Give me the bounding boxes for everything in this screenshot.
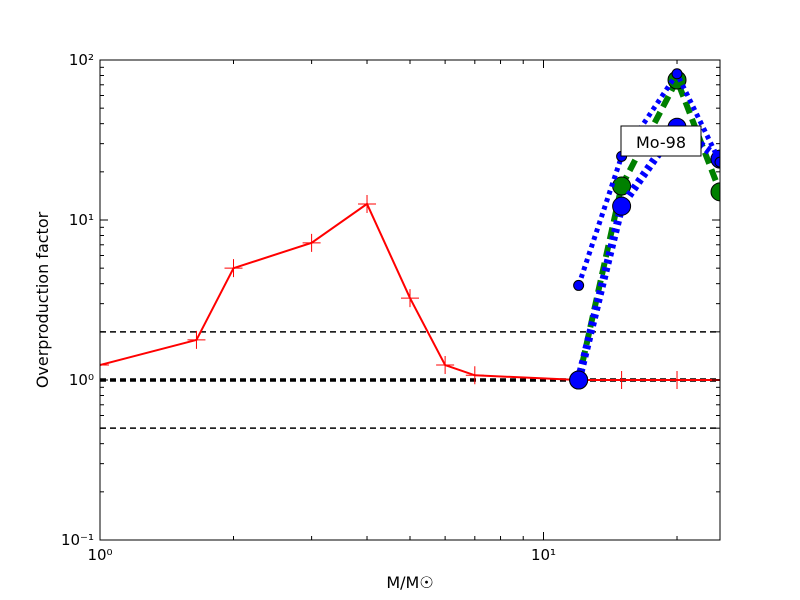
y-tick-label: 10² [69,51,94,69]
y-tick-label: 10⁻¹ [61,531,94,549]
plot-area [100,68,720,429]
annotation-box [620,125,702,157]
y-tick-label: 10¹ [69,211,94,229]
plus-marker [224,259,243,278]
circle-marker [671,68,683,80]
plus-marker [465,366,484,385]
annotation: Mo-98 [636,133,686,152]
circle-marker [714,156,720,168]
plus-marker [302,233,321,252]
circle-marker [569,370,589,390]
circle-marker [573,279,585,291]
series-line [100,202,720,381]
x-tick-label: 10⁰ [87,546,112,564]
plus-marker [668,371,687,389]
plus-marker [612,371,631,389]
circle-marker [710,182,720,202]
plus-marker [436,356,455,375]
plus-marker [401,289,419,308]
plus-marker [358,194,377,213]
x-axis-label: M/M☉ [386,573,433,592]
plus-marker [187,330,206,349]
series-line [574,121,720,381]
x-tick-label: 10¹ [531,546,556,564]
circle-marker [612,196,632,216]
plus-marker [100,356,109,375]
y-axis-label: Overproduction factor [33,211,52,388]
series-line [576,68,720,287]
y-tick-label: 10⁰ [69,371,94,389]
